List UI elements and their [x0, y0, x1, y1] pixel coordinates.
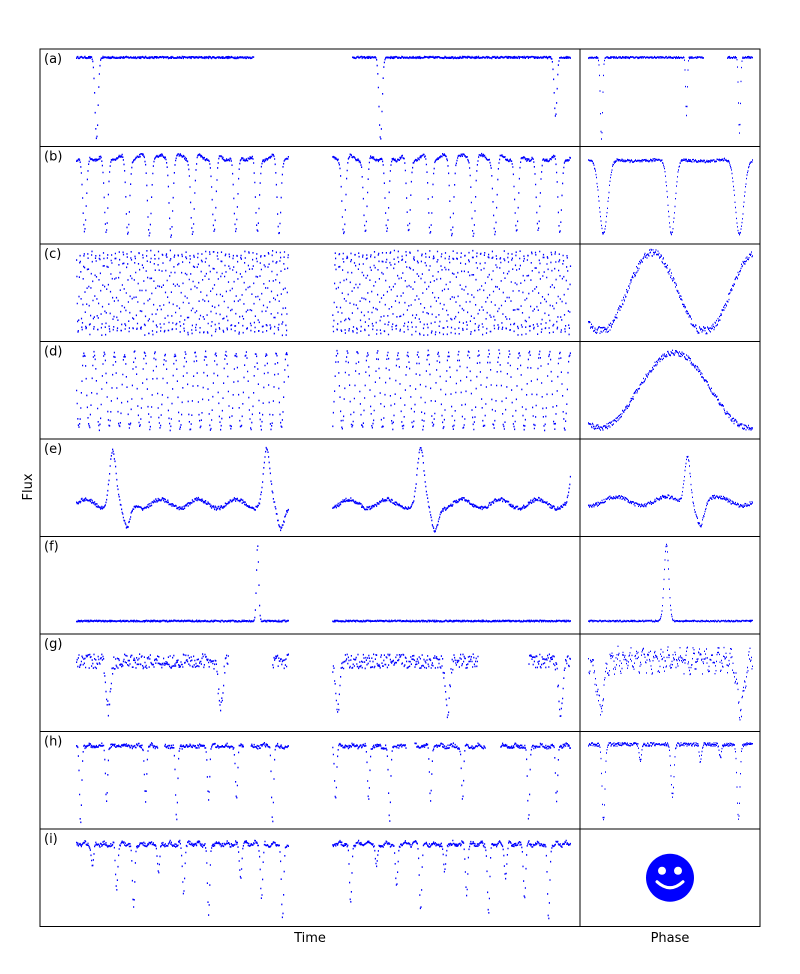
- x-axis-label-time: Time: [293, 931, 326, 946]
- x-axis-label-phase: Phase: [651, 931, 690, 946]
- time-series-points: [76, 249, 572, 337]
- panel-a: (a): [39, 48, 761, 147]
- panel-c: (c): [39, 243, 761, 342]
- phase-folded-points: [588, 543, 753, 623]
- panel-label: (h): [44, 735, 62, 750]
- phase-folded-points: [588, 455, 753, 528]
- phase-folded-points: [588, 55, 753, 140]
- panel-phase-frame: [579, 243, 761, 342]
- panel-label: (f): [44, 540, 59, 555]
- panel-phase-frame: [579, 438, 761, 537]
- panel-phase-frame: [579, 146, 761, 245]
- phase-folded-points: [588, 645, 753, 721]
- panel-phase-frame: [579, 633, 761, 732]
- smiley-face-icon: [646, 853, 694, 902]
- panel-phase-frame: [579, 828, 761, 927]
- panel-time-frame: [39, 438, 581, 537]
- panel-h: (h): [39, 731, 761, 830]
- phase-folded-points: [588, 349, 753, 431]
- panel-g: (g): [39, 633, 761, 732]
- panel-label: (c): [44, 247, 61, 262]
- panel-phase-frame: [579, 731, 761, 830]
- time-series-points: [76, 839, 571, 920]
- panel-time-frame: [39, 146, 581, 245]
- time-series-points: [76, 55, 571, 140]
- panel-time-frame: [39, 633, 581, 732]
- panel-phase-frame: [579, 48, 761, 147]
- time-series-points: [76, 742, 571, 824]
- panel-e: (e): [39, 438, 761, 537]
- time-series-points: [76, 349, 571, 432]
- time-series-points: [76, 446, 571, 533]
- panel-label: (b): [44, 150, 62, 165]
- panels-group: (a) (b) (c) (d) (e) (f) (g) (h) (i): [39, 48, 761, 927]
- panel-f: (f): [39, 536, 761, 635]
- panel-d: (d): [39, 341, 761, 440]
- phase-folded-points: [588, 742, 753, 821]
- phase-folded-points: [588, 157, 753, 236]
- panel-b: (b): [39, 146, 761, 245]
- panel-label: (e): [44, 442, 62, 457]
- phase-folded-points: [588, 248, 753, 335]
- time-series-points: [76, 653, 571, 719]
- y-axis-label-flux: Flux: [21, 473, 36, 500]
- panel-time-frame: [39, 48, 581, 147]
- panel-time-frame: [39, 536, 581, 635]
- panel-i: (i): [39, 828, 761, 927]
- panel-time-frame: [39, 341, 581, 440]
- panel-label: (d): [44, 345, 62, 360]
- time-series-points: [76, 152, 571, 238]
- panel-label: (a): [44, 52, 62, 67]
- panel-label: (g): [44, 637, 62, 652]
- panel-label: (i): [44, 832, 58, 847]
- panel-phase-frame: [579, 536, 761, 635]
- time-series-points: [76, 545, 571, 623]
